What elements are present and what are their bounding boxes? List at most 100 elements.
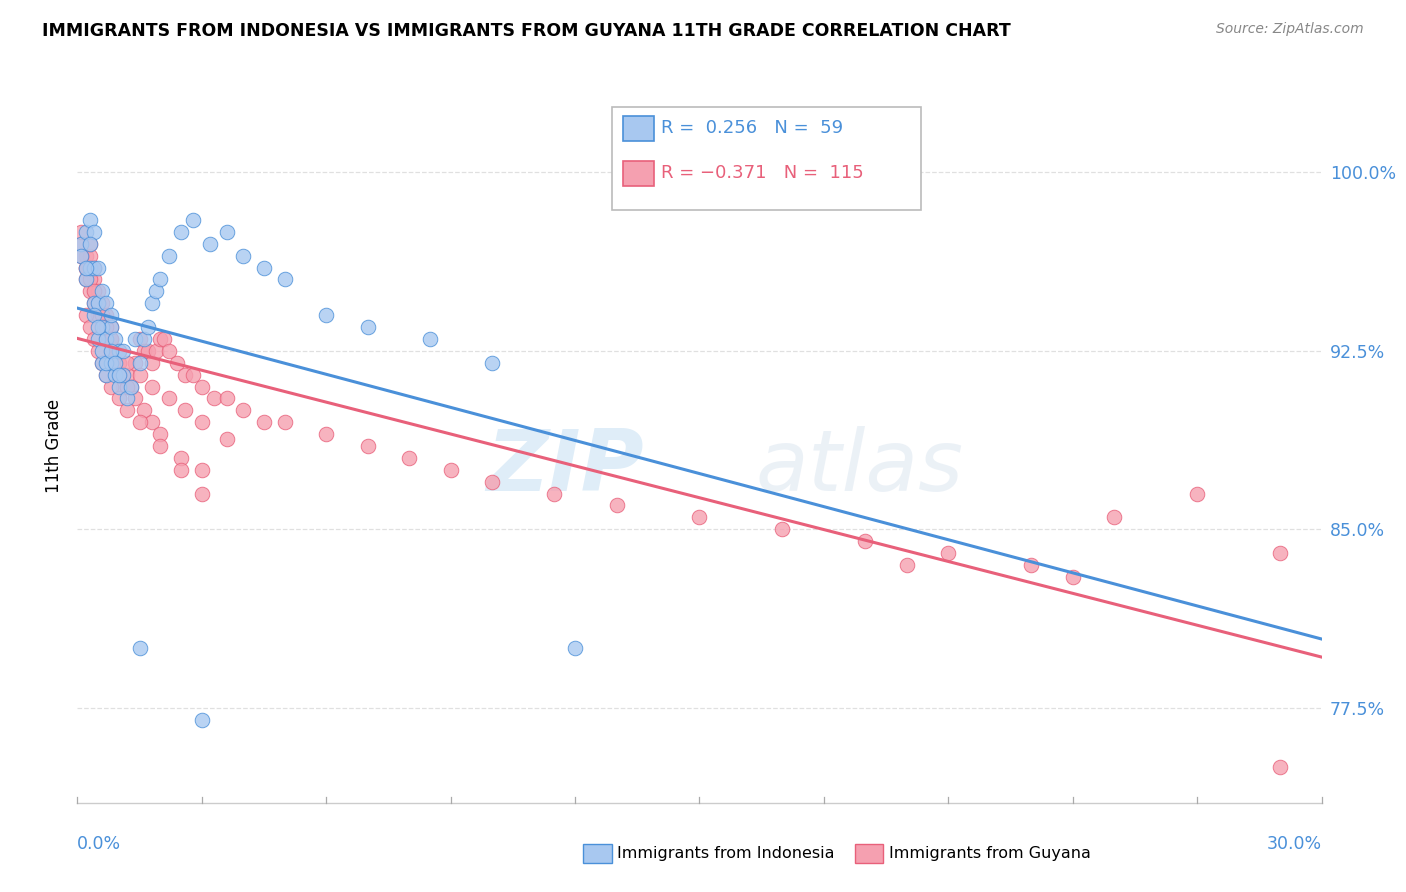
Point [149,427,172,442]
Point [100,332,122,346]
Point [100,320,122,334]
Point [1270,546,1292,560]
Point [70,249,93,263]
Point [79,320,101,334]
Point [104,343,127,358]
Point [198,236,221,251]
Point [183,368,205,382]
Point [896,558,918,572]
Point [141,379,163,393]
Point [157,343,180,358]
Point [108,368,131,382]
Text: 30.0%: 30.0% [1267,835,1322,853]
Point [83,260,105,275]
Text: ZIP: ZIP [486,425,644,509]
Y-axis label: 11th Grade: 11th Grade [45,399,63,493]
Point [91,308,114,322]
Point [564,641,586,656]
Point [87,343,110,358]
Point [315,308,337,322]
Point [79,249,101,263]
Point [128,415,150,429]
Point [75,225,97,239]
Point [87,308,110,322]
Point [100,320,122,334]
Point [174,368,197,382]
Point [91,320,114,334]
Point [83,308,105,322]
Point [96,356,118,370]
Text: Immigrants from Indonesia: Immigrants from Indonesia [617,847,835,861]
Point [79,236,101,251]
Point [100,332,122,346]
Point [398,450,420,465]
Point [115,392,138,406]
Point [191,486,214,500]
Point [83,332,105,346]
Text: Immigrants from Guyana: Immigrants from Guyana [889,847,1091,861]
Point [232,403,254,417]
Point [83,285,105,299]
Point [128,641,150,656]
Point [79,260,101,275]
Point [191,463,214,477]
Point [104,356,127,370]
Point [141,415,163,429]
Point [232,249,254,263]
Point [70,236,93,251]
Point [79,285,101,299]
Point [87,296,110,310]
Point [124,332,146,346]
Point [153,332,176,346]
Point [91,356,114,370]
Point [128,332,150,346]
Point [96,332,118,346]
Point [132,332,155,346]
Point [543,486,565,500]
Point [606,499,628,513]
Point [149,272,172,286]
Point [83,260,105,275]
Point [96,332,118,346]
Point [215,432,238,446]
Point [124,356,146,370]
Point [166,356,188,370]
Point [83,285,105,299]
Point [108,368,131,382]
Point [91,320,114,334]
Point [96,296,118,310]
Point [1021,558,1043,572]
Text: R = −0.371   N =  115: R = −0.371 N = 115 [661,164,863,182]
Point [87,308,110,322]
Point [689,510,711,524]
Text: R =  0.256   N =  59: R = 0.256 N = 59 [661,120,844,137]
Point [1187,486,1209,500]
Point [108,379,131,393]
Point [104,356,127,370]
Point [481,356,503,370]
Point [91,356,114,370]
Point [1062,570,1084,584]
Point [70,249,93,263]
Point [157,249,180,263]
Point [70,225,93,239]
Point [100,343,122,358]
Point [100,356,122,370]
Point [149,332,172,346]
Point [191,379,214,393]
Point [70,236,93,251]
Point [1104,510,1126,524]
Point [191,713,214,727]
Point [772,522,794,536]
Point [91,343,114,358]
Point [108,356,131,370]
Point [202,392,225,406]
Point [115,368,138,382]
Point [120,379,142,393]
Point [440,463,463,477]
Point [79,260,101,275]
Point [855,534,877,549]
Point [108,343,131,358]
Point [87,296,110,310]
Point [91,308,114,322]
